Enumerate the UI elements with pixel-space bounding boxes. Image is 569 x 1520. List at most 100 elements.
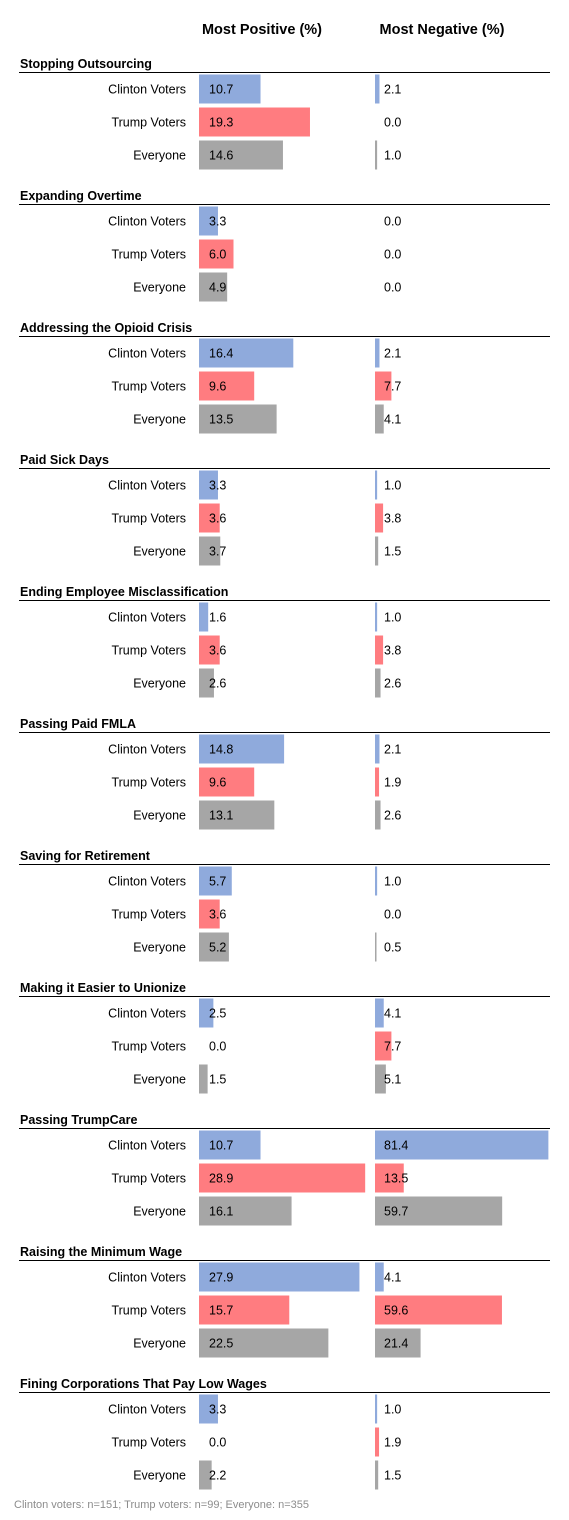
value-label-negative: 59.7 [384,1205,408,1219]
bar-negative [375,503,384,533]
value-label-positive: 16.1 [209,1205,233,1219]
group-label: Trump Voters [111,908,186,922]
bar-positive [199,1460,212,1490]
bar-negative [375,1031,392,1061]
value-label-positive: 3.6 [209,512,226,526]
value-label-negative: 2.1 [384,83,401,97]
value-label-positive: 2.5 [209,1007,226,1021]
value-label-negative: 1.0 [384,1403,401,1417]
value-label-negative: 13.5 [384,1172,408,1186]
group-label: Everyone [133,149,186,163]
bar-negative [375,1295,502,1325]
value-label-positive: 2.2 [209,1469,226,1483]
group-label: Everyone [133,545,186,559]
bar-positive [199,140,283,170]
bar-negative [375,635,384,665]
value-label-positive: 3.6 [209,908,226,922]
group-label: Clinton Voters [108,1271,186,1285]
group-label: Clinton Voters [108,875,186,889]
value-label-positive: 6.0 [209,248,226,262]
value-label-negative: 2.6 [384,677,401,691]
bar-negative [375,734,380,764]
value-label-negative: 21.4 [384,1337,408,1351]
group-label: Trump Voters [111,1436,186,1450]
value-label-negative: 7.7 [384,1040,401,1054]
bar-positive [199,536,221,566]
value-label-negative: 1.0 [384,611,401,625]
bar-positive [199,1163,366,1193]
group-label: Everyone [133,809,186,823]
category-title: Raising the Minimum Wage [20,1245,182,1259]
value-label-positive: 4.9 [209,281,226,295]
value-label-positive: 0.0 [209,1436,226,1450]
bar-positive [199,1295,290,1325]
value-label-positive: 14.6 [209,149,233,163]
column-header-negative: Most Negative (%) [380,22,505,38]
value-label-positive: 3.6 [209,644,226,658]
bar-positive [199,239,234,269]
bar-positive [199,470,218,500]
bar-negative [375,932,377,962]
value-label-negative: 1.9 [384,776,401,790]
group-label: Clinton Voters [108,215,186,229]
category-title: Saving for Retirement [20,849,151,863]
group-label: Trump Voters [111,1040,186,1054]
group-label: Clinton Voters [108,1139,186,1153]
bar-negative [375,866,378,896]
value-label-positive: 1.5 [209,1073,226,1087]
bar-positive [199,272,228,302]
group-label: Trump Voters [111,380,186,394]
value-label-negative: 0.0 [384,908,401,922]
bar-negative [375,536,379,566]
group-label: Clinton Voters [108,1403,186,1417]
group-label: Everyone [133,677,186,691]
category-title: Fining Corporations That Pay Low Wages [20,1377,267,1391]
category-title: Expanding Overtime [20,189,142,203]
bar-negative [375,1262,384,1292]
group-label: Trump Voters [111,644,186,658]
value-label-negative: 4.1 [384,413,401,427]
bar-positive [199,1064,208,1094]
value-label-positive: 14.8 [209,743,233,757]
value-label-positive: 28.9 [209,1172,233,1186]
bar-positive [199,866,232,896]
group-label: Trump Voters [111,776,186,790]
bar-negative [375,1328,421,1358]
bar-negative [375,74,380,104]
bar-negative [375,602,378,632]
value-label-positive: 9.6 [209,380,226,394]
value-label-negative: 0.0 [384,248,401,262]
group-label: Everyone [133,941,186,955]
group-label: Clinton Voters [108,611,186,625]
category-title: Passing Paid FMLA [20,717,136,731]
group-label: Everyone [133,413,186,427]
value-label-negative: 1.5 [384,1469,401,1483]
bar-negative [375,1427,380,1457]
value-label-positive: 10.7 [209,1139,233,1153]
value-label-negative: 0.0 [384,215,401,229]
column-header-positive: Most Positive (%) [202,22,322,38]
group-label: Everyone [133,281,186,295]
value-label-positive: 13.5 [209,413,233,427]
value-label-negative: 0.5 [384,941,401,955]
group-label: Everyone [133,1337,186,1351]
bar-negative [375,1130,549,1160]
bar-positive [199,998,214,1028]
value-label-positive: 3.7 [209,545,226,559]
bar-positive [199,1394,218,1424]
bar-positive [199,1328,329,1358]
value-label-positive: 3.3 [209,215,226,229]
bar-negative [375,140,378,170]
value-label-negative: 4.1 [384,1007,401,1021]
bar-positive [199,800,275,830]
category-title: Passing TrumpCare [20,1113,137,1127]
bar-positive [199,932,229,962]
group-label: Trump Voters [111,248,186,262]
value-label-positive: 3.3 [209,1403,226,1417]
value-label-negative: 2.1 [384,347,401,361]
bar-positive [199,107,310,137]
value-label-positive: 10.7 [209,83,233,97]
value-label-negative: 59.6 [384,1304,408,1318]
group-label: Clinton Voters [108,743,186,757]
